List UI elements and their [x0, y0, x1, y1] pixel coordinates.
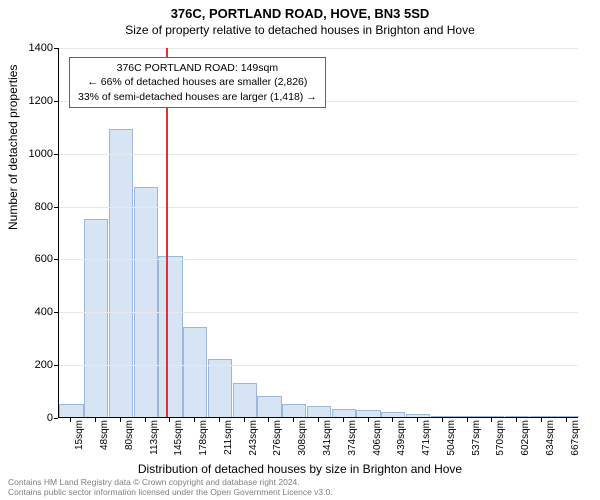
ytick-mark [54, 418, 58, 419]
ytick-label: 0 [13, 412, 53, 424]
xtick-mark [145, 418, 146, 422]
gridline [59, 365, 578, 366]
ytick-mark [54, 207, 58, 208]
histogram-bar [455, 416, 479, 417]
histogram-bar [480, 416, 504, 417]
chart-area: 376C PORTLAND ROAD: 149sqm ← 66% of deta… [58, 48, 578, 418]
xtick-mark [541, 418, 542, 422]
xtick-mark [318, 418, 319, 422]
xtick-mark [268, 418, 269, 422]
histogram-bar [84, 219, 108, 417]
xtick-mark [442, 418, 443, 422]
gridline [59, 259, 578, 260]
annotation-box: 376C PORTLAND ROAD: 149sqm ← 66% of deta… [69, 57, 326, 108]
annotation-line-1: 376C PORTLAND ROAD: 149sqm [78, 61, 317, 75]
plot-region: 376C PORTLAND ROAD: 149sqm ← 66% of deta… [58, 48, 578, 418]
footer-line-1: Contains HM Land Registry data © Crown c… [8, 477, 333, 488]
histogram-bar [431, 416, 455, 417]
ytick-label: 1400 [13, 42, 53, 54]
histogram-bar [233, 383, 257, 417]
xtick-mark [169, 418, 170, 422]
gridline [59, 312, 578, 313]
xtick-mark [417, 418, 418, 422]
histogram-bar [332, 409, 356, 417]
ytick-mark [54, 101, 58, 102]
histogram-bar [208, 359, 232, 417]
ytick-mark [54, 154, 58, 155]
xtick-mark [566, 418, 567, 422]
xtick-mark [392, 418, 393, 422]
histogram-bar [282, 404, 306, 417]
gridline [59, 48, 578, 49]
xtick-mark [219, 418, 220, 422]
histogram-bar [257, 396, 281, 417]
histogram-bar [356, 410, 380, 417]
ytick-mark [54, 365, 58, 366]
ytick-label: 200 [13, 359, 53, 371]
gridline [59, 154, 578, 155]
xtick-mark [95, 418, 96, 422]
xtick-mark [368, 418, 369, 422]
page-title: 376C, PORTLAND ROAD, HOVE, BN3 5SD [0, 0, 600, 21]
histogram-bar [406, 414, 430, 417]
ytick-mark [54, 48, 58, 49]
xtick-mark [120, 418, 121, 422]
histogram-bar [505, 416, 529, 417]
x-axis-label: Distribution of detached houses by size … [0, 462, 600, 476]
histogram-bar [307, 406, 331, 417]
xtick-mark [491, 418, 492, 422]
histogram-bar [554, 416, 578, 417]
annotation-line-3: 33% of semi-detached houses are larger (… [78, 90, 317, 104]
ytick-label: 1200 [13, 95, 53, 107]
histogram-bar [134, 187, 158, 417]
ytick-label: 400 [13, 306, 53, 318]
histogram-bar [530, 416, 554, 417]
histogram-bar [109, 129, 133, 417]
xtick-mark [293, 418, 294, 422]
xtick-mark [70, 418, 71, 422]
annotation-line-2: ← 66% of detached houses are smaller (2,… [78, 75, 317, 89]
ytick-label: 1000 [13, 148, 53, 160]
histogram-bar [183, 327, 207, 417]
xtick-mark [467, 418, 468, 422]
ytick-label: 600 [13, 253, 53, 265]
xtick-mark [244, 418, 245, 422]
footer-attribution: Contains HM Land Registry data © Crown c… [8, 477, 333, 498]
histogram-bar [59, 404, 83, 417]
xtick-mark [343, 418, 344, 422]
histogram-bar [158, 256, 182, 417]
gridline [59, 207, 578, 208]
ytick-label: 800 [13, 201, 53, 213]
ytick-mark [54, 312, 58, 313]
xtick-mark [516, 418, 517, 422]
footer-line-2: Contains public sector information licen… [8, 487, 333, 498]
histogram-bar [381, 412, 405, 417]
chart-subtitle: Size of property relative to detached ho… [0, 21, 600, 37]
ytick-mark [54, 259, 58, 260]
xtick-mark [194, 418, 195, 422]
